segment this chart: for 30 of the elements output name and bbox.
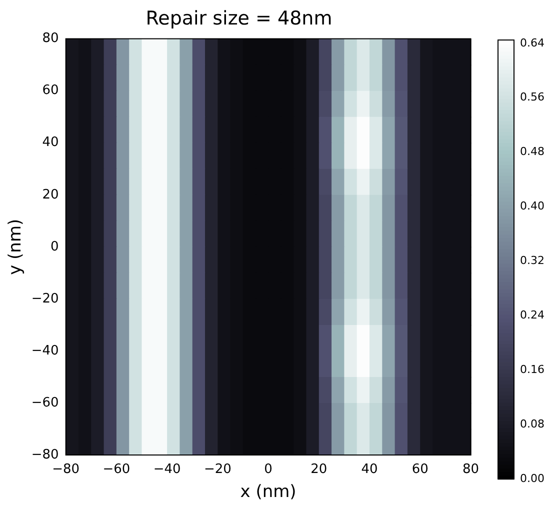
color-bar-label: 0.16 — [520, 362, 544, 376]
y-tick-label: 60 — [42, 83, 59, 98]
color-bar-label: 0.64 — [520, 36, 544, 50]
x-tick-label: −80 — [52, 462, 80, 478]
color-bar-label: 0.32 — [520, 254, 544, 268]
y-tick-label: 0 — [50, 239, 59, 254]
color-bar-label: 0.56 — [520, 90, 544, 104]
x-axis-title: x (nm) — [240, 482, 296, 502]
x-tick-label: 40 — [361, 462, 378, 478]
x-tick-label: 20 — [310, 462, 328, 478]
x-tick-label: 60 — [412, 462, 428, 478]
x-tick-label: −60 — [102, 462, 130, 478]
y-tick-label: −20 — [31, 291, 59, 306]
x-tick-label: 0 — [264, 462, 272, 478]
color-bar-label: 0.24 — [520, 308, 544, 322]
x-tick-label: 80 — [462, 462, 479, 478]
y-tick-label: 80 — [42, 31, 59, 46]
x-tick-label: −40 — [153, 462, 181, 478]
x-tick-label: −20 — [204, 462, 232, 478]
color-bar-label: 0.48 — [520, 145, 544, 158]
color-bar-label: 0.00 — [520, 472, 544, 485]
y-axis-title: y (nm) — [6, 218, 26, 275]
y-tick-label: −40 — [31, 343, 59, 358]
y-tick-label: 40 — [42, 135, 59, 150]
color-bar-label: 0.08 — [520, 417, 544, 430]
chart-title: Repair size = 48nm — [146, 7, 332, 30]
y-tick-label: −60 — [31, 395, 59, 410]
y-tick-label: −80 — [31, 447, 59, 462]
color-bar-label: 0.40 — [520, 200, 544, 213]
y-tick-label: 20 — [42, 187, 59, 202]
